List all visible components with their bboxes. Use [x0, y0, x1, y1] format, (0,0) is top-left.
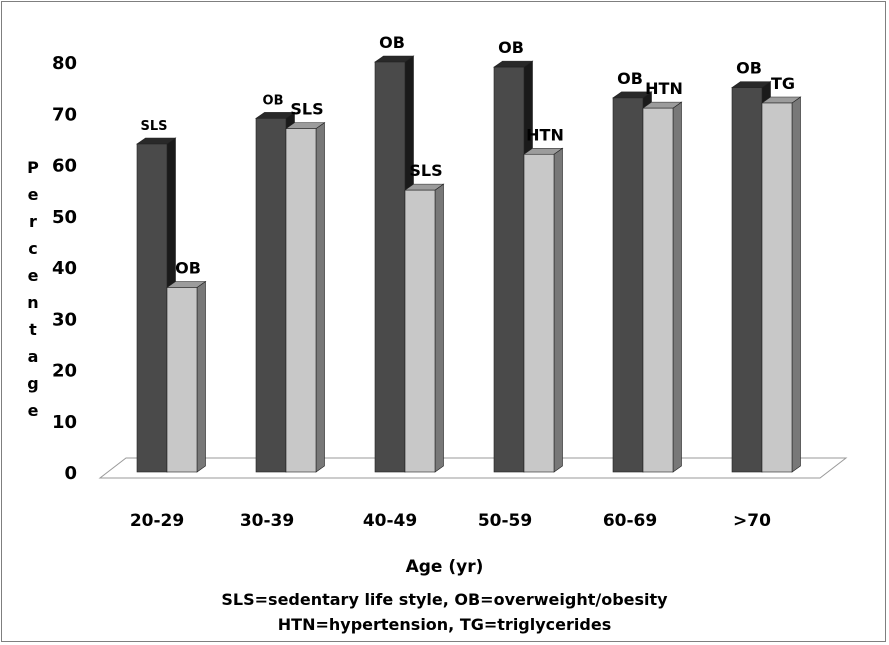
x-tick-label: 20-29 — [130, 511, 184, 531]
bar-front — [374, 61, 406, 473]
y-tick-label: 60 — [52, 156, 77, 177]
y-tick-label: 20 — [52, 361, 77, 382]
y-label-letter: e — [28, 401, 39, 420]
x-axis-ticks: 20-29 30-39 40-49 50-59 60-69 >70 — [130, 511, 771, 531]
bar-front — [255, 118, 287, 473]
bar-front — [493, 66, 525, 473]
y-label-letter: c — [28, 239, 37, 258]
bar-label-40-49-secondary: SLS — [409, 161, 442, 180]
footnote-abbreviations-2: HTN=hypertension, TG=triglycerides — [277, 615, 612, 634]
y-label-letter: n — [27, 293, 38, 312]
y-tick-label: 30 — [52, 309, 77, 330]
bar-side — [196, 280, 206, 473]
y-label-letter: r — [29, 212, 37, 231]
y-label-letter: g — [27, 374, 38, 393]
bar-secondary->70 — [761, 96, 802, 473]
y-label-letter: a — [28, 347, 39, 366]
x-tick-label: 60-69 — [603, 511, 657, 531]
bar-front — [761, 102, 793, 473]
y-label-letter: P — [27, 158, 39, 177]
y-axis-ticks: 0 10 20 30 40 50 60 70 80 — [52, 53, 77, 484]
bar-secondary-30-39 — [285, 122, 326, 473]
y-tick-label: 0 — [64, 463, 77, 484]
bar-label->70-secondary: TG — [771, 74, 795, 93]
y-tick-label: 80 — [52, 53, 77, 74]
x-tick-label: 40-49 — [363, 511, 417, 531]
x-tick-label: 50-59 — [478, 511, 532, 531]
bars — [136, 55, 802, 473]
bar-side — [434, 183, 444, 473]
bar-label-30-39-primary: OB — [263, 93, 284, 108]
y-label-letter: e — [28, 185, 39, 204]
x-axis-label: Age (yr) — [405, 557, 484, 577]
bar-secondary-50-59 — [523, 147, 564, 473]
bar-label-60-69-primary: OB — [617, 69, 643, 88]
bar-label-30-39-secondary: SLS — [290, 100, 323, 119]
bar-front — [523, 153, 555, 473]
bar-label->70-primary: OB — [736, 59, 762, 78]
bar-front — [612, 97, 644, 473]
bar-secondary-20-29 — [166, 280, 207, 473]
bar-secondary-40-49 — [404, 183, 445, 473]
bar-label-20-29-secondary: OB — [175, 259, 201, 278]
y-tick-label: 10 — [52, 412, 77, 433]
bar-front — [642, 107, 674, 473]
bar-label-20-29-primary: SLS — [140, 119, 167, 134]
bar-front — [404, 189, 436, 473]
bar-label-60-69-secondary: HTN — [645, 79, 683, 98]
y-tick-label: 40 — [52, 258, 77, 279]
bar-front — [731, 87, 763, 473]
bar-side — [553, 147, 563, 473]
bar-label-40-49-primary: OB — [379, 33, 405, 52]
bar-front — [285, 128, 317, 473]
y-label-letter: t — [29, 320, 37, 339]
x-tick-label: 30-39 — [240, 511, 294, 531]
bar-label-50-59-primary: OB — [498, 38, 524, 57]
y-tick-label: 50 — [52, 207, 77, 228]
bar-side — [672, 101, 682, 473]
bar-front — [136, 143, 168, 473]
y-tick-label: 70 — [52, 104, 77, 125]
y-label-letter: e — [28, 266, 39, 285]
bar-label-50-59-secondary: HTN — [526, 125, 564, 144]
x-tick-label: >70 — [733, 511, 771, 531]
footnote-abbreviations-1: SLS=sedentary life style, OB=overweight/… — [221, 590, 668, 609]
bar-side — [315, 122, 325, 473]
bar-side — [791, 96, 801, 473]
bar-front — [166, 287, 198, 473]
bar-secondary-60-69 — [642, 101, 683, 473]
